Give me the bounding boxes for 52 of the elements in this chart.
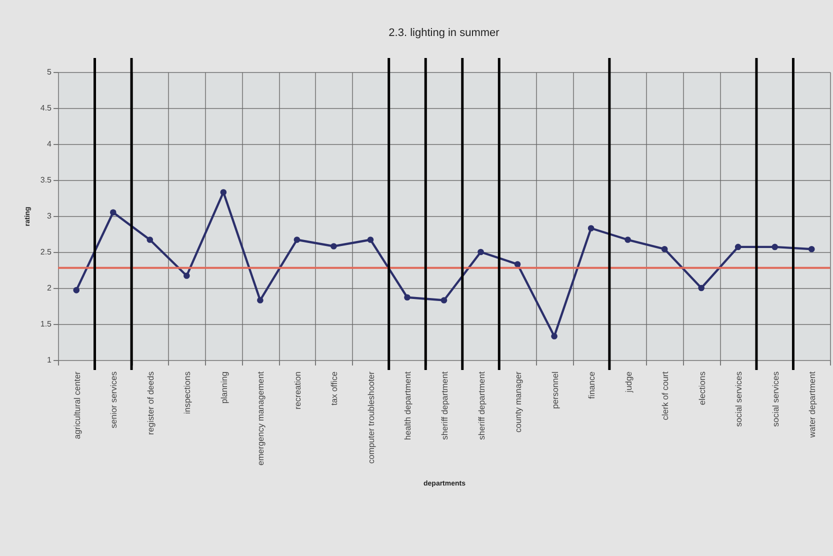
x-tick-label: emergency management <box>256 370 266 466</box>
x-tick-label: register of deeds <box>145 372 156 435</box>
x-tick-label: health department <box>402 370 413 440</box>
x-tick-label: judge <box>623 371 634 394</box>
x-tick-label: finance <box>586 371 597 399</box>
y-tick-label: 1.5 <box>40 320 52 328</box>
y-tick-label: 4.5 <box>40 104 52 112</box>
x-tick-label: senior services <box>108 372 119 428</box>
point <box>772 244 778 250</box>
point <box>146 236 154 243</box>
y-tick-label: 3.5 <box>40 176 52 184</box>
y-tick-label: 2.5 <box>40 248 52 256</box>
x-tick-label: social services <box>770 372 780 427</box>
point <box>330 243 337 250</box>
point <box>294 236 300 243</box>
x-tick-label: sheriff department <box>476 370 486 440</box>
x-tick-label: agricultural center <box>72 371 82 440</box>
x-tick-label: recreation <box>292 371 302 410</box>
x-tick-label: county manager <box>513 371 524 432</box>
y-tick-label: 5 <box>47 68 52 76</box>
x-tick-label: social services <box>734 372 744 427</box>
y-tick-label: 4 <box>47 140 52 148</box>
point <box>184 272 190 279</box>
x-tick-label: personnel <box>550 371 560 409</box>
y-tick-label: 1 <box>47 356 52 364</box>
x-tick-label: planning <box>218 371 229 404</box>
x-tick-label: computer troubleshooter <box>366 371 376 464</box>
x-tick-label: sheriff department <box>440 370 450 440</box>
point <box>698 284 704 292</box>
point <box>478 248 484 256</box>
point <box>440 297 448 304</box>
point <box>661 246 668 252</box>
point <box>220 189 227 196</box>
y-tick-label: 3 <box>47 212 52 220</box>
point <box>404 294 410 301</box>
x-tick-label: water department <box>807 370 818 439</box>
x-tick-label: tax office <box>329 371 340 406</box>
y-tick-label: 2 <box>47 284 52 292</box>
point <box>734 244 742 250</box>
point <box>257 297 264 304</box>
x-tick-label: inspections <box>182 372 192 414</box>
x-tick-label: clerk of court <box>660 370 670 420</box>
point <box>551 333 558 340</box>
point <box>514 261 521 268</box>
point <box>808 246 815 252</box>
x-tick-label: elections <box>696 372 707 406</box>
point <box>110 209 116 216</box>
point <box>588 225 594 232</box>
point <box>367 236 374 243</box>
point <box>73 287 80 294</box>
point <box>624 236 631 243</box>
chart-title: 2.3. lighting in summer <box>388 27 500 39</box>
